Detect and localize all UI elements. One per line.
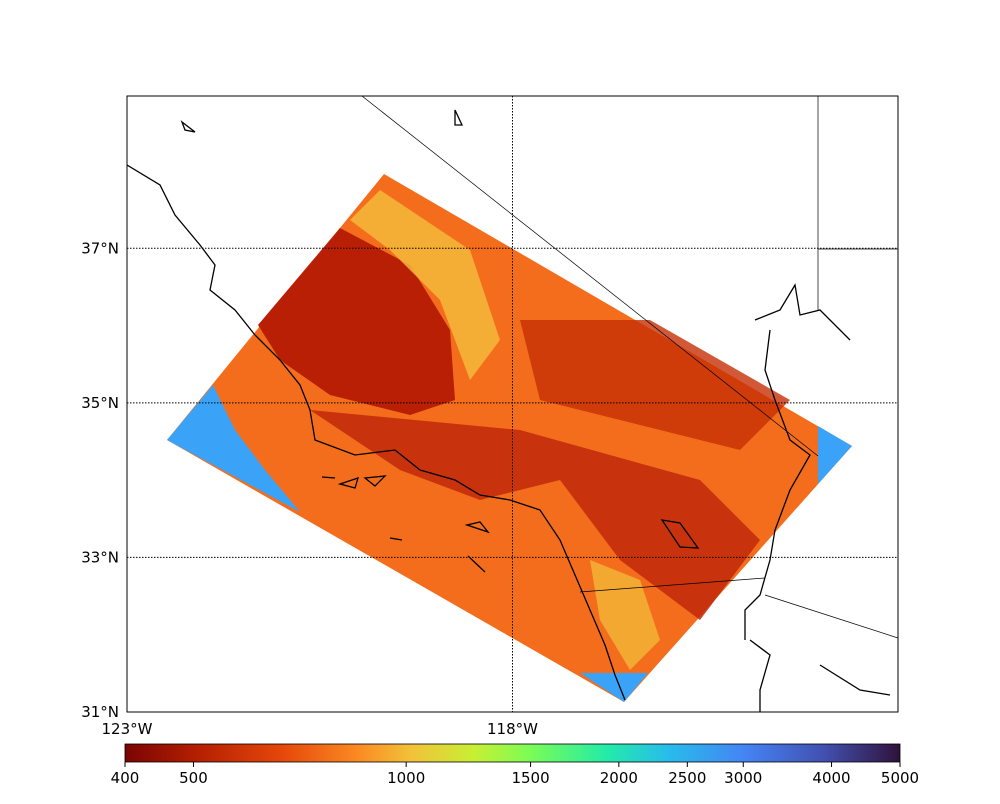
colorbar-tick-label: 4000	[812, 769, 850, 787]
colorbar-tick-label: 5000	[881, 769, 919, 787]
y-tick-label: 33°N	[81, 548, 119, 566]
state-border	[361, 96, 898, 639]
y-tick-label: 31°N	[81, 703, 119, 721]
colorbar-tick-label: 400	[111, 769, 140, 787]
x-tick-label: 123°W	[102, 720, 153, 738]
colorbar-tick-label: 3000	[724, 769, 762, 787]
ocean-fill	[167, 385, 300, 512]
colorbar-tick-label: 1000	[387, 769, 425, 787]
highland-field	[350, 190, 500, 380]
colorbar-tick-label: 2000	[600, 769, 638, 787]
colorbar-tick-label: 2500	[668, 769, 706, 787]
ocean-fill	[818, 426, 852, 484]
terrain-field	[520, 320, 790, 450]
coastline	[744, 283, 891, 712]
valley-field	[258, 228, 455, 415]
colorbar-tick-label: 1500	[511, 769, 549, 787]
colorbar	[124, 743, 901, 763]
y-tick-label: 35°N	[81, 394, 119, 412]
y-tick-label: 37°N	[81, 239, 119, 257]
map-area	[127, 96, 898, 712]
x-tick-label: 118°W	[487, 720, 538, 738]
ocean-fill	[580, 673, 648, 702]
colorbar-tick-label: 500	[179, 769, 208, 787]
island	[180, 109, 700, 573]
coastline	[127, 164, 626, 701]
terrain-field	[310, 410, 760, 620]
